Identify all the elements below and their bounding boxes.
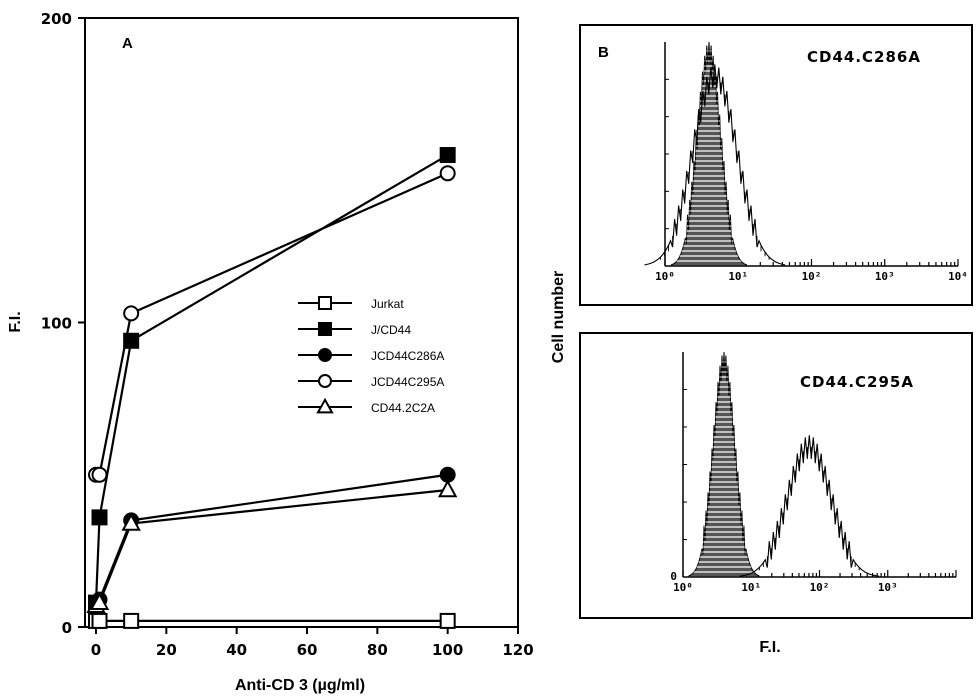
panel-b-histograms: B CD44.C286A CD44.C295A Cell number F.I.… (550, 24, 973, 656)
histogram-bottom-frame (579, 332, 973, 619)
panel-a-label: A (122, 35, 133, 52)
series-line-1 (94, 154, 449, 603)
data-point (123, 332, 140, 349)
histogram-x-tick-label: 10⁰ (655, 270, 675, 283)
x-tick-label: 0 (91, 641, 101, 659)
data-point (123, 305, 140, 322)
histogram-x-tick-label: 10³ (878, 581, 898, 594)
y-tick-label: 0 (62, 619, 72, 637)
x-tick-label: 60 (297, 641, 318, 659)
legend-marker (318, 296, 332, 310)
data-point (439, 147, 456, 164)
histogram-bottom-title: CD44.C295A (800, 373, 914, 391)
histogram-x-tick-label: 10⁴ (948, 270, 968, 283)
panel-b-x-axis-label: F.I. (759, 639, 780, 656)
panel-a-x-axis-label: Anti-CD 3 (µg/ml) (235, 677, 365, 694)
legend-marker (318, 322, 332, 336)
histogram-x-tick-label: 10¹ (728, 270, 748, 283)
data-point (89, 592, 110, 610)
legend-marker (318, 348, 332, 362)
histogram-x-tick-label: 10¹ (741, 581, 761, 594)
x-tick-label: 80 (367, 641, 388, 659)
x-tick-label: 20 (156, 641, 177, 659)
histogram-x-tick-label: 10⁰ (673, 581, 693, 594)
histogram-x-tick-label: 10² (802, 270, 822, 283)
data-point (121, 512, 141, 531)
y-tick-label: 100 (41, 315, 72, 333)
x-tick-label: 40 (226, 641, 247, 659)
histogram-top-frame (579, 24, 973, 306)
histogram-open-peak (644, 64, 786, 266)
x-tick-label: 120 (502, 641, 533, 659)
histogram-x-tick-label: 10³ (875, 270, 895, 283)
panel-a-plot-frame (84, 17, 519, 628)
data-point (123, 612, 140, 629)
panel-b-y-axis-label: Cell number (550, 271, 567, 363)
legend-label: CD44.2C2A (371, 401, 435, 415)
panel-a-y-axis-label: F.I. (7, 311, 24, 332)
data-point (91, 509, 108, 526)
histogram-top-title: CD44.C286A (807, 48, 921, 66)
histogram-y-tick-label: 0 (670, 570, 677, 583)
legend-marker (318, 374, 332, 388)
data-point (91, 466, 108, 483)
panel-a-line-chart: A 0 20 40 60 80 100 120 0 100 200 Anti-CD 3 (µg/… (7, 10, 534, 694)
histogram-x-tick-label: 10² (810, 581, 830, 594)
y-tick-label: 200 (41, 10, 72, 28)
data-point (439, 612, 456, 629)
legend-marker (316, 397, 334, 414)
histogram-open-peak (739, 435, 880, 577)
panel-b-label: B (598, 44, 609, 61)
legend-label: JCD44C286A (371, 349, 444, 363)
series-line-2 (95, 473, 448, 604)
data-point (439, 165, 456, 182)
x-tick-label: 100 (432, 641, 463, 659)
legend-label: Jurkat (371, 297, 404, 311)
legend-label: J/CD44 (371, 323, 411, 337)
histogram-filled-peak (688, 351, 760, 578)
series-line-4 (95, 488, 448, 607)
data-point (91, 612, 108, 629)
data-point (437, 479, 458, 498)
legend-label: JCD44C295A (371, 375, 444, 389)
panel-a-legend: Jurkat J/CD44 JCD44C286A JCD44C295A CD44.2C2… (298, 296, 444, 415)
